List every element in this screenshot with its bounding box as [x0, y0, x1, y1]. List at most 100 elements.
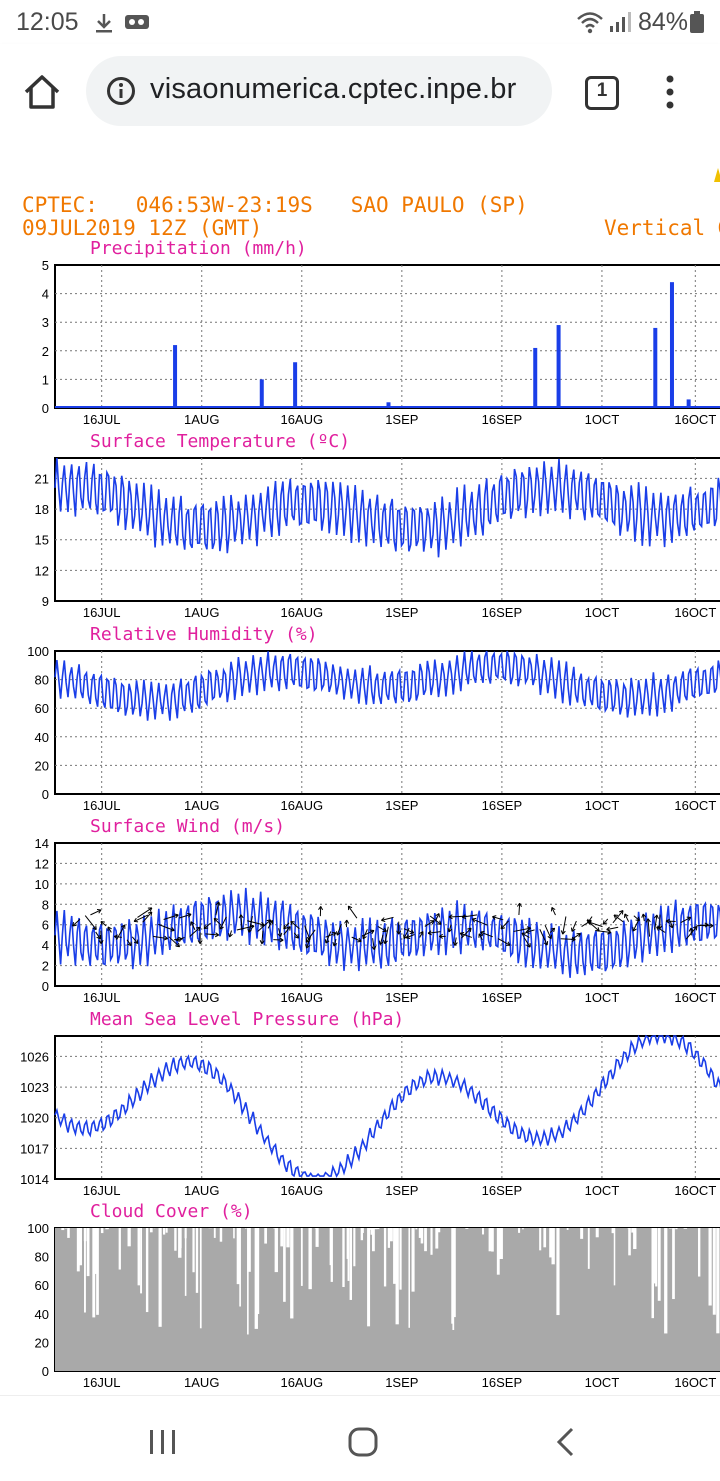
x-tick-label: 16OCT	[674, 412, 716, 427]
system-nav-bar	[0, 1395, 720, 1481]
cloud-gap	[556, 1228, 559, 1315]
cloud-gap	[350, 1228, 352, 1300]
status-time: 12:05	[16, 8, 79, 37]
cloud-gap	[290, 1228, 293, 1318]
info-icon[interactable]	[106, 76, 136, 106]
x-tick-label: 1OCT	[585, 412, 620, 427]
url-text[interactable]: visaonumerica.cptec.inpe.br	[150, 73, 516, 106]
tab-count: 1	[588, 80, 616, 102]
cloud-gap	[192, 1228, 194, 1272]
y-tick-label: 1026	[20, 1049, 49, 1064]
series-line	[55, 651, 720, 721]
cloud-gap	[245, 1228, 247, 1229]
cloud-gap	[412, 1228, 415, 1292]
download-icon	[94, 12, 114, 34]
cloud-gap	[146, 1228, 148, 1312]
battery-icon	[690, 11, 704, 33]
panel-frame	[55, 651, 720, 794]
precip-bar	[670, 282, 674, 408]
y-tick-label: 60	[35, 1278, 49, 1293]
x-tick-label: 1AUG	[184, 798, 219, 813]
y-tick-label: 18	[35, 502, 49, 517]
cloud-gap	[716, 1228, 719, 1333]
x-tick-label: 1AUG	[184, 1375, 219, 1390]
cloud-gap	[79, 1228, 82, 1265]
y-tick-label: 80	[35, 1250, 49, 1265]
precip-bar	[387, 402, 391, 408]
battery-percent: 84%	[638, 8, 688, 37]
cloud-gap	[567, 1228, 569, 1230]
y-tick-label: 14	[35, 836, 49, 851]
cloud-gap	[105, 1228, 108, 1229]
y-tick-label: 1020	[20, 1111, 49, 1126]
cloud-gap	[491, 1228, 494, 1252]
recent-apps-icon[interactable]	[148, 1429, 178, 1455]
cloud-gap	[163, 1228, 165, 1235]
home-nav-icon[interactable]	[348, 1427, 378, 1457]
x-tick-label: 16JUL	[83, 412, 121, 427]
x-tick-label: 16SEP	[482, 798, 522, 813]
cloud-gap	[138, 1228, 140, 1285]
y-tick-label: 1	[42, 372, 49, 387]
cloud-gap	[672, 1228, 675, 1299]
cloud-gap	[655, 1228, 657, 1286]
precip-bar	[260, 379, 264, 408]
x-tick-label: 16OCT	[674, 1375, 716, 1390]
cloud-gap	[631, 1228, 634, 1233]
cloud-gap	[174, 1228, 176, 1251]
y-tick-label: 5	[42, 258, 49, 273]
cloud-gap	[614, 1228, 616, 1285]
cloud-gap	[424, 1228, 427, 1251]
x-tick-label: 1SEP	[385, 1375, 418, 1390]
cloud-gap	[435, 1228, 438, 1249]
cloud-gap	[384, 1228, 386, 1286]
signal-icon	[608, 10, 632, 34]
cloud-gap	[331, 1228, 333, 1282]
cloud-gap	[713, 1228, 716, 1315]
cloud-gap	[220, 1228, 222, 1242]
address-bar[interactable]: visaonumerica.cptec.inpe.br	[86, 56, 552, 126]
cloud-gap	[388, 1228, 390, 1248]
x-tick-label: 16SEP	[482, 605, 522, 620]
cloud-gap	[651, 1228, 654, 1318]
y-tick-label: 15	[35, 533, 49, 548]
x-tick-label: 16AUG	[280, 1375, 323, 1390]
cloud-gap	[283, 1228, 286, 1302]
cloud-gap	[96, 1228, 99, 1315]
y-tick-label: 3	[42, 315, 49, 330]
cloud-gap	[67, 1228, 70, 1238]
cloud-gap	[233, 1228, 235, 1238]
cloud-gap	[551, 1228, 554, 1264]
y-tick-label: 40	[35, 1307, 49, 1322]
y-tick-label: 100	[27, 644, 49, 659]
x-tick-label: 16SEP	[482, 412, 522, 427]
home-icon[interactable]	[22, 74, 62, 110]
cloud-gap	[196, 1228, 198, 1293]
x-tick-label: 16OCT	[674, 798, 716, 813]
back-icon[interactable]	[554, 1427, 576, 1457]
more-options-icon[interactable]	[662, 74, 678, 110]
cloud-gap	[308, 1228, 311, 1289]
cloud-gap	[166, 1228, 168, 1233]
y-tick-label: 4	[42, 938, 49, 953]
cloud-gap	[580, 1228, 583, 1239]
series-line	[55, 1036, 720, 1176]
x-tick-label: 1OCT	[585, 1375, 620, 1390]
x-tick-label: 1OCT	[585, 990, 620, 1005]
cloud-gap	[101, 1228, 103, 1233]
cloud-gap	[342, 1228, 344, 1287]
x-tick-label: 1SEP	[385, 990, 418, 1005]
x-tick-label: 16AUG	[280, 605, 323, 620]
y-tick-label: 12	[35, 563, 49, 578]
cloud-gap	[628, 1228, 631, 1255]
cloud-gap	[430, 1228, 432, 1255]
x-tick-label: 16AUG	[280, 990, 323, 1005]
cloud-gap	[185, 1228, 187, 1296]
cloud-gap	[348, 1228, 350, 1281]
precip-bar	[173, 345, 177, 408]
y-tick-label: 60	[35, 701, 49, 716]
tab-switcher-button[interactable]: 1	[585, 76, 619, 110]
cloud-gap	[316, 1228, 319, 1247]
cloud-gap	[301, 1228, 303, 1286]
